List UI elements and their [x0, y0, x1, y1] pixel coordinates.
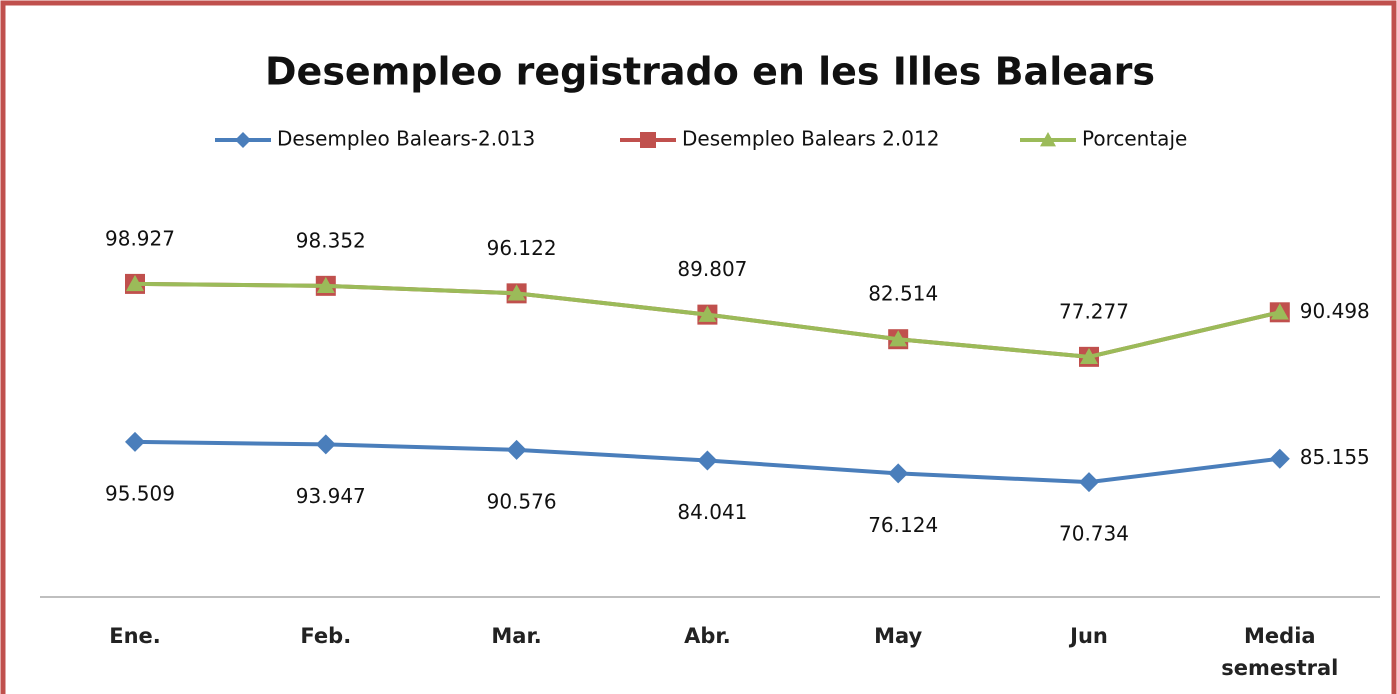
data-label: 89.807 [677, 257, 747, 281]
marker [889, 330, 908, 347]
data-label: 95.509 [105, 481, 175, 505]
marker [125, 431, 145, 452]
data-label: 90.498 [1300, 299, 1370, 323]
x-tick-label: Abr. [684, 624, 731, 648]
legend-marker [235, 132, 251, 148]
data-label: 85.155 [1300, 445, 1370, 469]
legend-label: Desempleo Balears 2.012 [682, 127, 939, 151]
data-label: 70.734 [1059, 522, 1129, 546]
legend-label: Porcentaje [1082, 127, 1187, 151]
marker [697, 450, 718, 471]
data-label: 98.352 [296, 228, 366, 252]
x-tick-label: Mar. [491, 624, 542, 648]
data-label: 93.947 [296, 484, 366, 508]
marker [315, 434, 336, 455]
marker [698, 305, 717, 322]
marker [507, 284, 526, 301]
marker [126, 274, 144, 292]
data-label: 84.041 [677, 500, 747, 524]
data-label: 77.277 [1059, 299, 1129, 323]
data-label: 82.514 [868, 282, 938, 306]
data-label: 96.122 [487, 236, 557, 260]
legend-marker [1040, 132, 1056, 147]
x-tick-label: Ene. [109, 624, 161, 648]
x-tick-label: May [874, 624, 923, 648]
marker [888, 463, 909, 484]
chart-title: Desempleo registrado en les Illes Balear… [265, 50, 1155, 94]
x-tick-label: Feb. [300, 624, 352, 648]
legend-label: Desempleo Balears-2.013 [277, 127, 535, 151]
marker [316, 276, 335, 294]
data-label: 76.124 [868, 513, 938, 537]
marker [1269, 448, 1290, 469]
marker [506, 439, 527, 460]
legend-marker [640, 132, 656, 148]
marker [1079, 472, 1099, 493]
x-tick-label: Jun [1070, 624, 1108, 648]
data-label: 98.927 [105, 226, 175, 250]
x-tick-label: Media semestral [1221, 624, 1339, 680]
marker [1270, 303, 1289, 320]
data-label: 90.576 [487, 489, 557, 513]
marker [1080, 347, 1098, 365]
